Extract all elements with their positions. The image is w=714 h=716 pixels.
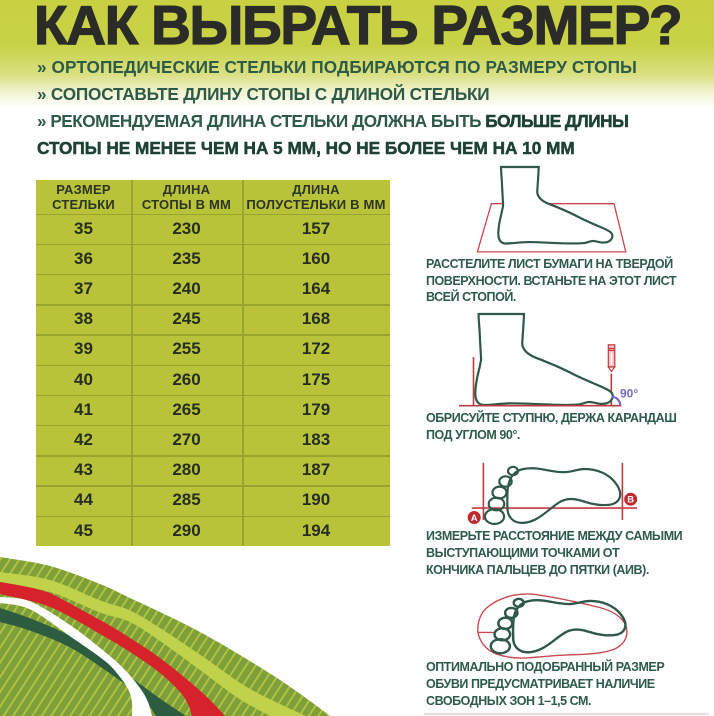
svg-text:A: A	[471, 513, 478, 524]
svg-text:B: B	[627, 495, 634, 506]
svg-text:90°: 90°	[620, 386, 638, 400]
